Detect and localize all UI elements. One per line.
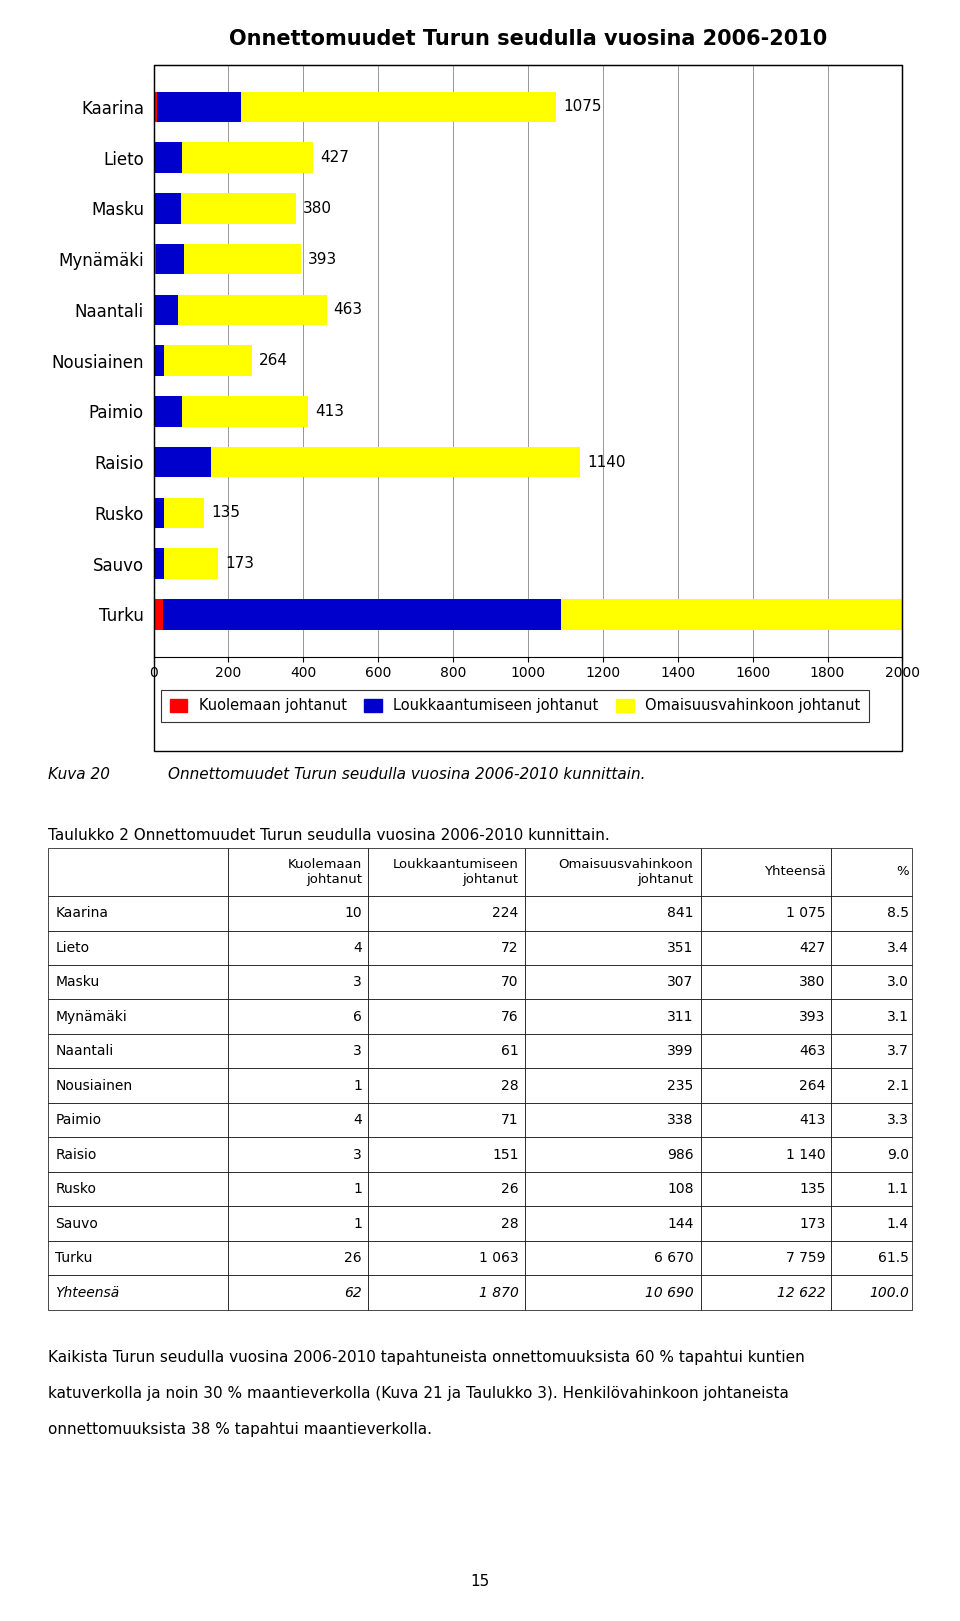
Bar [182,143,314,173]
Text: 393: 393 [307,251,337,267]
Bar [156,396,181,426]
Bar [562,600,960,629]
Legend: Kuolemaan johtanut, Loukkaantumiseen johtanut, Omaisuusvahinkoon johtanut: Kuolemaan johtanut, Loukkaantumiseen joh… [161,689,870,723]
Text: 463: 463 [334,303,363,318]
Bar [156,143,182,173]
Text: 135: 135 [211,506,240,520]
Bar [154,92,157,122]
Text: katuverkolla ja noin 30 % maantieverkolla (Kuva 21 ja Taulukko 3). Henkilövahink: katuverkolla ja noin 30 % maantieverkoll… [48,1386,789,1401]
Bar [163,600,562,629]
Text: 264: 264 [259,353,288,368]
Bar [155,447,211,477]
Bar [178,295,327,326]
Text: onnettomuuksista 38 % tapahtui maantieverkolla.: onnettomuuksista 38 % tapahtui maantieve… [48,1422,432,1436]
Bar [154,143,156,173]
Bar [154,498,164,528]
Text: 1075: 1075 [563,99,601,115]
Text: Onnettomuudet Turun seudulla vuosina 2006-2010 kunnittain.: Onnettomuudet Turun seudulla vuosina 200… [168,767,645,781]
Bar [180,193,296,224]
Text: Kuva 20: Kuva 20 [48,767,110,781]
Bar [154,345,164,376]
Bar [154,396,156,426]
Text: 15: 15 [470,1574,490,1589]
Bar [164,345,252,376]
Bar [156,245,184,274]
Text: Taulukko 2 Onnettomuudet Turun seudulla vuosina 2006-2010 kunnittain.: Taulukko 2 Onnettomuudet Turun seudulla … [48,828,610,843]
Bar [154,295,155,326]
Bar [164,548,218,579]
Bar [155,295,178,326]
Bar [154,548,164,579]
Text: 427: 427 [321,151,349,165]
Text: Kaikista Turun seudulla vuosina 2006-2010 tapahtuneista onnettomuuksista 60 % ta: Kaikista Turun seudulla vuosina 2006-201… [48,1350,804,1365]
Bar [157,92,241,122]
Bar [181,396,308,426]
Title: Onnettomuudet Turun seudulla vuosina 2006-2010: Onnettomuudet Turun seudulla vuosina 200… [228,29,828,49]
Text: 380: 380 [302,201,331,216]
Bar [154,600,163,629]
Bar [154,193,155,224]
Bar [184,245,300,274]
Text: 173: 173 [225,556,254,571]
Bar [241,92,556,122]
Bar [155,193,180,224]
Text: 1140: 1140 [588,454,626,470]
Text: 413: 413 [315,404,344,418]
Bar [164,498,204,528]
Bar [154,245,156,274]
Bar [211,447,581,477]
Bar [154,447,155,477]
